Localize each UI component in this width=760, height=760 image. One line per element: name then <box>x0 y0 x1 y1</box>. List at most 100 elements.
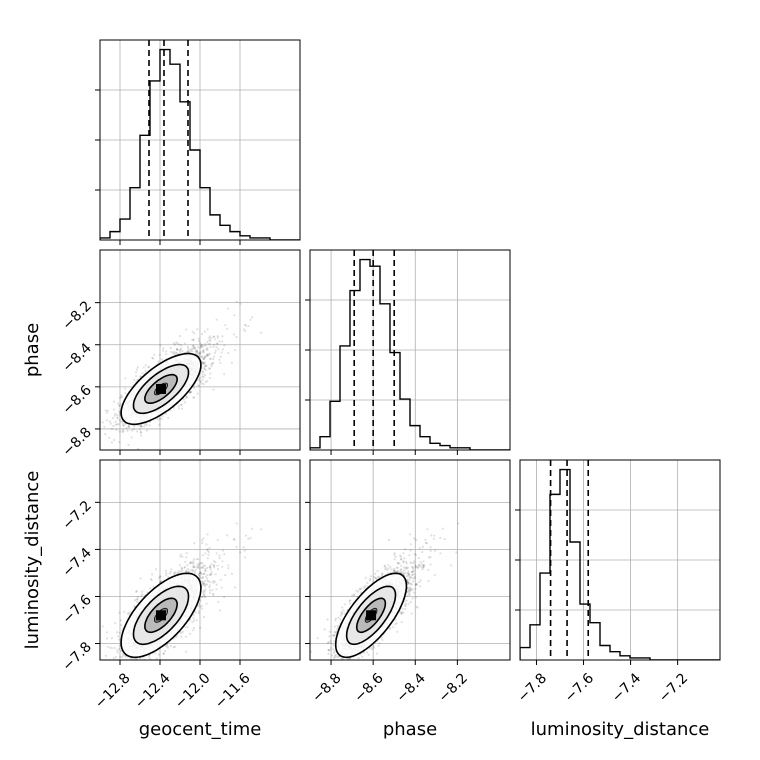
scatter-point <box>112 424 115 428</box>
scatter-point <box>118 430 121 433</box>
scatter-point <box>202 383 205 386</box>
scatter-point <box>193 396 196 399</box>
scatter-point <box>159 580 162 583</box>
scatter-point <box>207 336 210 339</box>
scatter-point <box>161 415 164 418</box>
scatter-point <box>177 571 180 574</box>
scatter-point <box>114 420 117 423</box>
scatter-point <box>202 591 205 594</box>
scatter-point <box>192 396 195 399</box>
scatter-point <box>103 425 106 428</box>
scatter-point <box>185 635 188 638</box>
scatter-point <box>333 662 335 664</box>
scatter-point <box>202 582 206 585</box>
scatter-point <box>142 366 145 369</box>
scatter-point <box>226 534 229 537</box>
scatter-point <box>203 362 206 365</box>
scatter-point <box>133 605 136 608</box>
scatter-point <box>123 667 125 669</box>
scatter-point <box>206 354 209 357</box>
scatter-point <box>197 572 200 576</box>
scatter-point <box>205 583 209 586</box>
panel-frame <box>99 39 301 241</box>
scatter-point <box>160 358 163 361</box>
scatter-point <box>205 364 208 367</box>
scatter-point <box>127 424 130 427</box>
scatter-point <box>140 425 143 428</box>
scatter-point <box>181 350 184 353</box>
scatter-point <box>127 611 130 614</box>
scatter-point <box>201 355 204 358</box>
scatter-point <box>127 664 129 666</box>
scatter-point <box>115 662 117 664</box>
scatter-point <box>169 645 172 648</box>
scatter-point <box>195 558 198 561</box>
scatter-point <box>216 538 219 542</box>
scatter-point <box>114 656 117 659</box>
scatter-point <box>199 355 202 358</box>
scatter-point <box>208 591 212 595</box>
scatter-point <box>197 352 200 355</box>
scatter-point <box>157 653 160 656</box>
scatter-point <box>139 424 142 427</box>
scatter-point <box>150 577 153 581</box>
scatter-point <box>201 373 204 376</box>
scatter-point <box>197 565 200 568</box>
scatter-point <box>247 537 250 540</box>
scatter-point <box>218 340 221 343</box>
scatter-point <box>212 560 216 563</box>
scatter-point <box>209 342 212 346</box>
scatter-point <box>127 425 130 429</box>
scatter-point <box>165 350 168 353</box>
scatter-point <box>189 632 192 635</box>
scatter-point <box>199 626 202 629</box>
scatter-point <box>104 409 107 412</box>
scatter-point <box>148 655 151 659</box>
scatter-point <box>188 391 191 394</box>
scatter-point <box>162 347 165 350</box>
scatter-point <box>202 589 205 592</box>
scatter-point <box>203 582 206 586</box>
scatter-point <box>213 580 216 583</box>
scatter-point <box>208 584 211 587</box>
scatter-point <box>140 594 143 597</box>
scatter-point <box>206 348 209 351</box>
scatter-point <box>154 568 158 571</box>
scatter-point <box>101 421 104 424</box>
scatter-point <box>200 356 203 359</box>
scatter-point <box>122 424 125 427</box>
scatter-point <box>200 566 203 569</box>
scatter-point <box>210 571 213 574</box>
scatter-point <box>202 554 205 557</box>
scatter-point <box>205 543 208 546</box>
scatter-point <box>201 375 204 378</box>
scatter-point <box>210 563 213 566</box>
scatter-point <box>176 571 179 575</box>
scatter-point <box>105 411 109 414</box>
scatter-point <box>191 568 194 572</box>
scatter-point <box>221 549 225 552</box>
scatter-point <box>199 350 202 353</box>
scatter-point <box>220 586 223 589</box>
scatter-point <box>202 375 205 378</box>
scatter-point <box>204 368 207 371</box>
scatter-point <box>202 593 205 597</box>
scatter-point <box>235 300 238 303</box>
scatter-point <box>119 420 122 423</box>
scatter-point <box>165 569 168 573</box>
scatter-point <box>194 568 197 571</box>
scatter-point <box>116 423 119 426</box>
scatter-point <box>221 565 224 568</box>
scatter-point <box>194 611 197 614</box>
scatter-point <box>188 562 191 565</box>
scatter-point <box>164 645 167 648</box>
scatter-point <box>170 568 173 571</box>
scatter-point <box>201 539 204 542</box>
scatter-point <box>204 575 207 578</box>
scatter-point <box>158 577 161 580</box>
scatter-point <box>212 592 215 595</box>
histogram-phase <box>310 258 510 450</box>
scatter-point <box>199 571 202 574</box>
scatter-point <box>214 561 217 564</box>
scatter-point <box>214 338 217 341</box>
